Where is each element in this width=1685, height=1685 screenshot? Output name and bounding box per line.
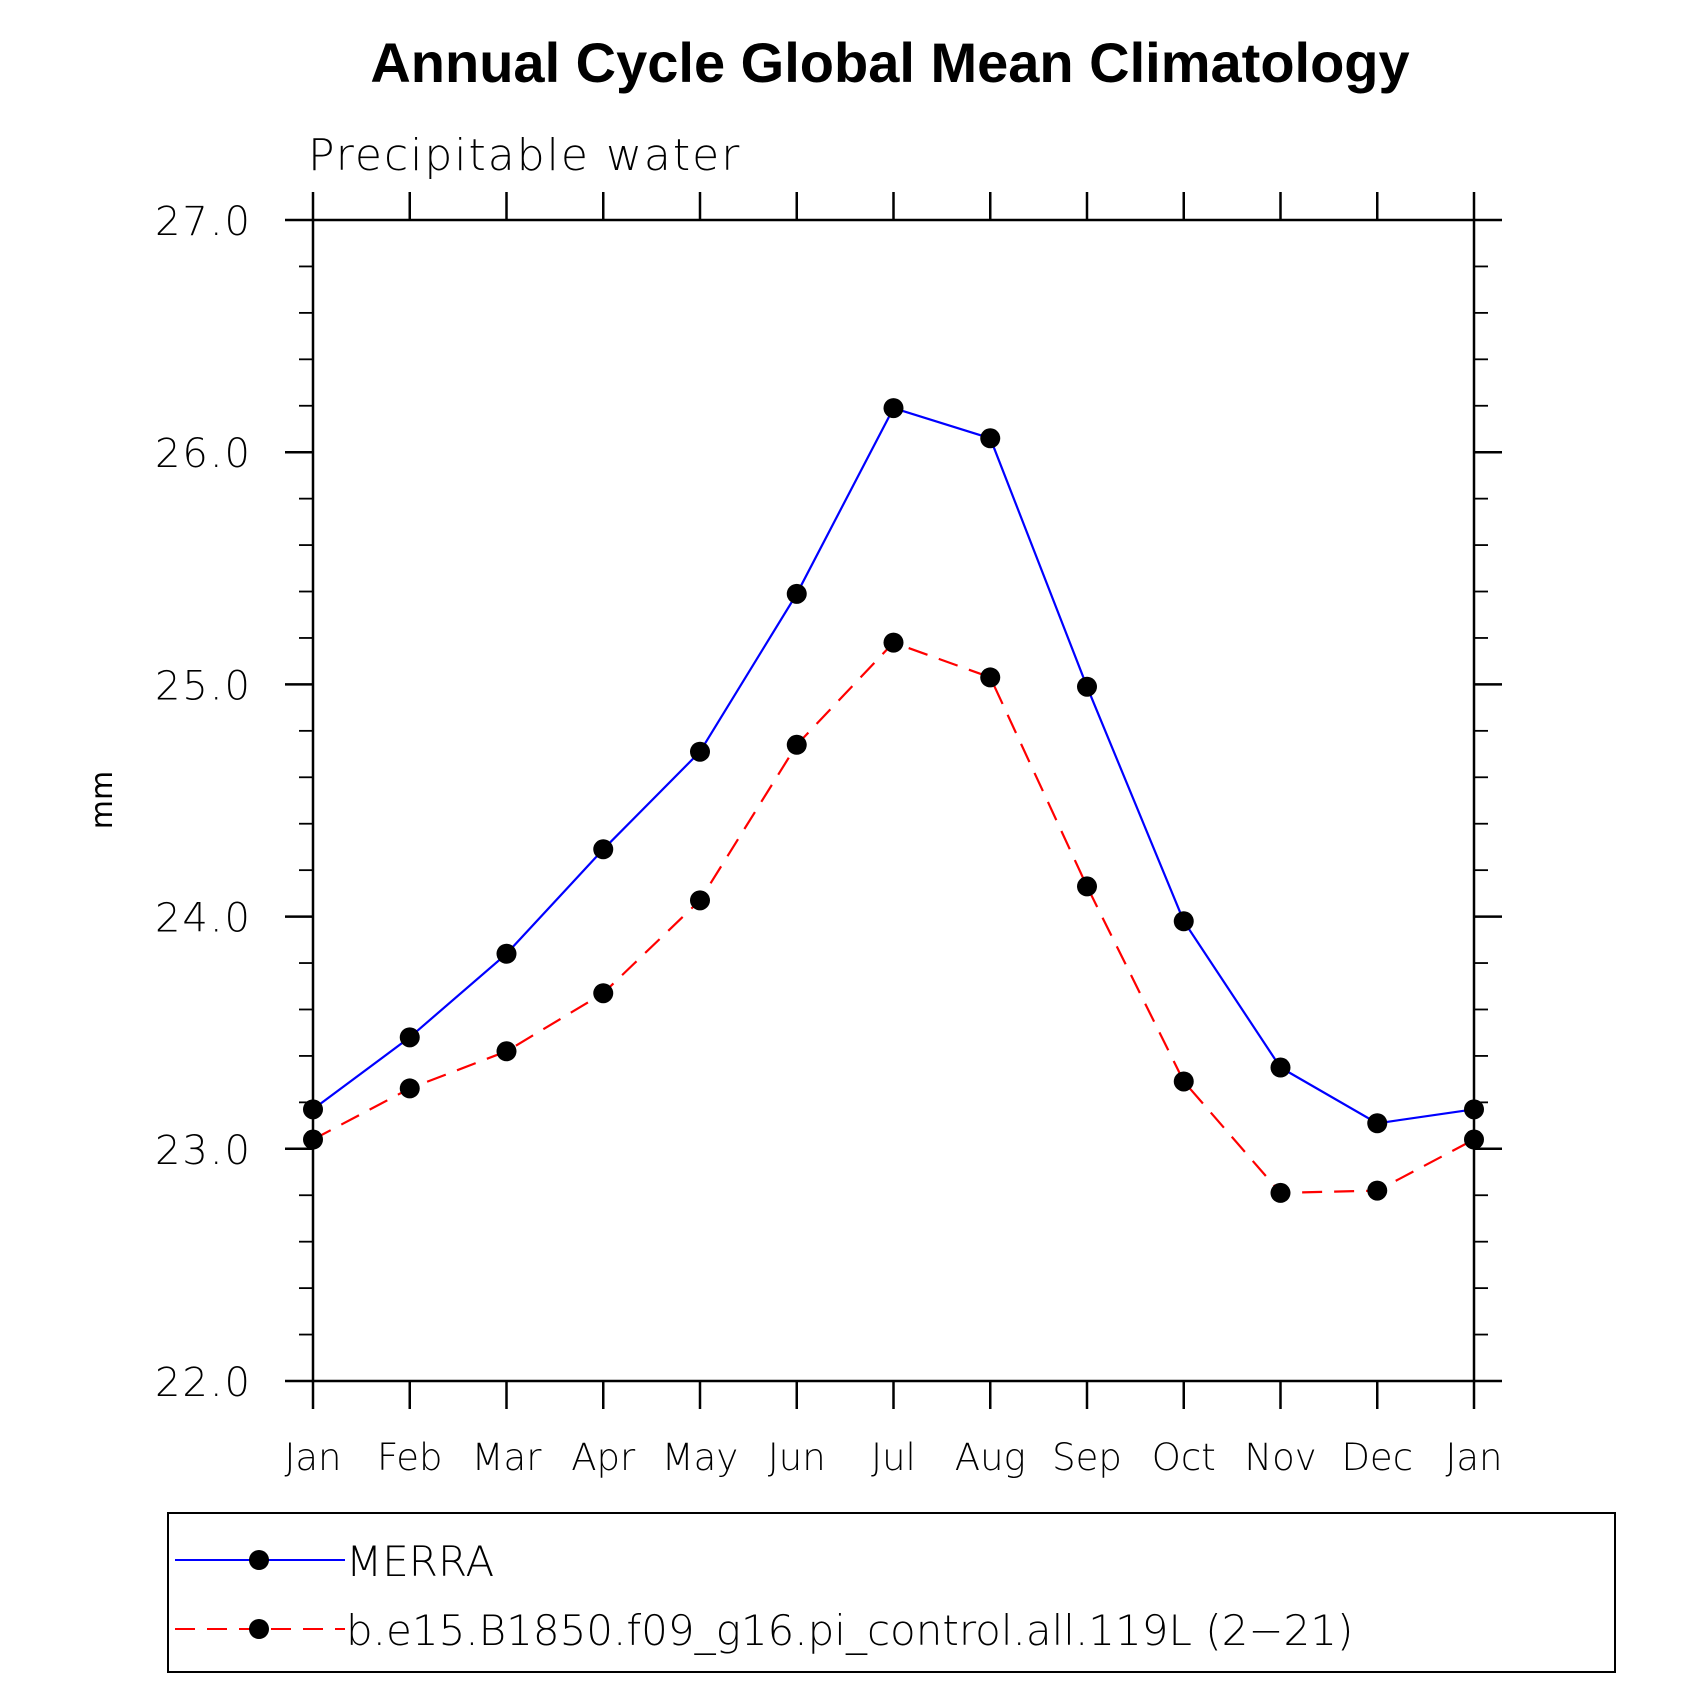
chart-subtitle: Precipitable water bbox=[308, 130, 741, 181]
data-point-series-0 bbox=[883, 398, 904, 419]
plot-border bbox=[311, 218, 1476, 1383]
x-tick-label: May bbox=[662, 1436, 739, 1479]
data-point-series-1 bbox=[690, 890, 710, 911]
data-point-series-0 bbox=[1270, 1057, 1291, 1078]
x-tick-labels: Jan Feb Mar Apr May Jun Jul Aug Sep Oct Nov Dec Jan bbox=[284, 1436, 1502, 1479]
y-tick-label: 27.0 bbox=[155, 199, 252, 245]
data-point-series-0 bbox=[496, 943, 517, 964]
series-line-1 bbox=[312, 641, 1475, 1195]
x-tick-label: Aug bbox=[955, 1436, 1026, 1479]
series-line-0 bbox=[312, 406, 1475, 1125]
legend-marker-merra bbox=[249, 1550, 269, 1570]
chart-title: Annual Cycle Global Mean Climatology bbox=[370, 31, 1409, 94]
data-point-series-1 bbox=[1270, 1182, 1291, 1203]
y-tick-label: 24.0 bbox=[155, 896, 252, 942]
data-point-series-1 bbox=[496, 1041, 517, 1062]
x-tick-label: Feb bbox=[377, 1436, 443, 1479]
legend-marker-model bbox=[249, 1619, 269, 1639]
x-tick-label: Jan bbox=[284, 1436, 341, 1479]
y-tick-labels: 22.0 23.0 24.0 25.0 26.0 27.0 bbox=[155, 199, 252, 1406]
x-tick-label: Jun bbox=[768, 1436, 826, 1479]
data-point-series-0 bbox=[303, 1099, 323, 1120]
legend: MERRA b.e15.B1850.f09_g16.pi_control.all… bbox=[167, 1512, 1616, 1673]
data-point-series-1 bbox=[883, 632, 904, 653]
x-tick-label: Jan bbox=[1445, 1436, 1502, 1479]
data-point-series-1 bbox=[1464, 1129, 1484, 1150]
series-points bbox=[303, 398, 1484, 1203]
data-point-series-0 bbox=[980, 428, 1001, 449]
data-point-series-0 bbox=[593, 839, 614, 860]
axis-ticks bbox=[285, 192, 1502, 1409]
x-tick-label: Dec bbox=[1341, 1436, 1413, 1479]
plot-frame bbox=[311, 218, 1476, 1383]
x-tick-label: Nov bbox=[1244, 1436, 1316, 1479]
series-lines bbox=[312, 406, 1475, 1195]
y-tick-label: 26.0 bbox=[155, 431, 252, 477]
data-point-series-0 bbox=[690, 741, 710, 762]
x-tick-label: Mar bbox=[472, 1436, 543, 1479]
data-point-series-1 bbox=[980, 667, 1001, 688]
y-tick-label: 22.0 bbox=[155, 1360, 252, 1406]
x-tick-label: Sep bbox=[1052, 1436, 1122, 1479]
data-point-series-1 bbox=[593, 983, 614, 1004]
legend-label-merra: MERRA bbox=[346, 1537, 494, 1586]
data-point-series-1 bbox=[786, 734, 807, 755]
data-point-series-1 bbox=[1173, 1071, 1194, 1092]
x-tick-label: Oct bbox=[1152, 1436, 1216, 1479]
data-point-series-0 bbox=[1464, 1099, 1484, 1120]
x-tick-label: Apr bbox=[571, 1436, 636, 1479]
data-point-series-0 bbox=[1077, 676, 1097, 697]
data-point-series-0 bbox=[1367, 1113, 1388, 1134]
y-tick-label: 23.0 bbox=[155, 1128, 252, 1174]
x-tick-label: Jul bbox=[871, 1436, 916, 1479]
data-point-series-1 bbox=[303, 1129, 323, 1150]
data-point-series-1 bbox=[399, 1078, 420, 1099]
data-point-series-0 bbox=[399, 1027, 420, 1048]
data-point-series-0 bbox=[786, 583, 807, 604]
data-point-series-1 bbox=[1077, 876, 1097, 897]
legend-box bbox=[167, 1512, 1616, 1673]
data-point-series-0 bbox=[1173, 911, 1194, 932]
y-tick-label: 25.0 bbox=[155, 663, 252, 709]
legend-label-model: b.e15.B1850.f09_g16.pi_control.all.119L … bbox=[346, 1606, 1353, 1655]
y-axis-label: mm bbox=[85, 771, 120, 829]
data-point-series-1 bbox=[1367, 1180, 1388, 1201]
